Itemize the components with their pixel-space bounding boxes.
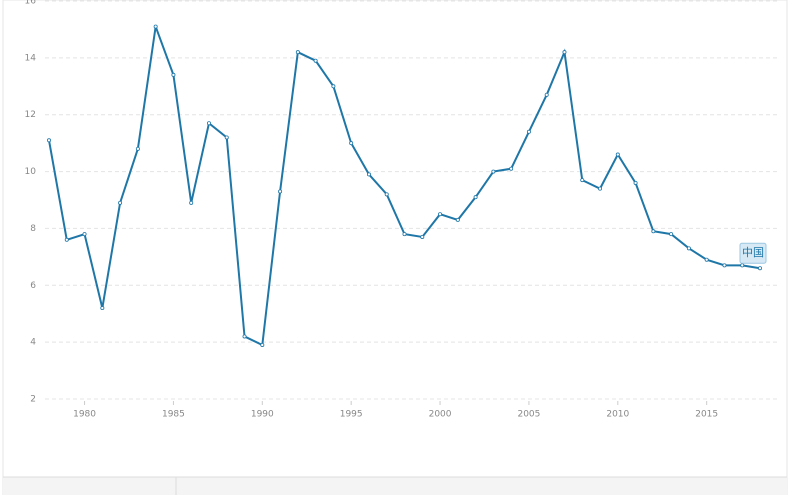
data-point (64, 237, 69, 242)
data-point (651, 229, 656, 234)
data-point (224, 135, 229, 140)
data-point (544, 92, 549, 97)
data-point (420, 234, 425, 239)
data-point (189, 200, 194, 205)
y-tick-label: 12 (25, 110, 36, 120)
data-point (758, 266, 763, 271)
data-point (295, 50, 300, 55)
x-tick-label: 2010 (606, 410, 629, 420)
data-point (491, 169, 496, 174)
x-tick-label: 2005 (517, 410, 540, 420)
data-point (260, 342, 265, 347)
data-point (47, 138, 52, 143)
data-point (633, 180, 638, 185)
data-point (349, 141, 354, 146)
series-label-box (739, 242, 767, 264)
data-point (526, 129, 531, 134)
y-tick-label: 4 (30, 338, 36, 348)
data-point (455, 217, 460, 222)
y-tick-label: 6 (30, 281, 36, 291)
data-point (384, 192, 389, 197)
data-point (669, 232, 674, 237)
data-point (438, 212, 443, 217)
data-point (153, 24, 158, 29)
data-point (100, 306, 105, 311)
data-point (331, 84, 336, 89)
x-tick-label: 1990 (251, 410, 274, 420)
data-point (598, 186, 603, 191)
footer-strip (3, 477, 787, 495)
data-point (704, 257, 709, 262)
data-point (278, 189, 283, 194)
y-tick-label: 16 (25, 0, 37, 7)
data-point (509, 166, 514, 171)
x-tick-label: 2015 (695, 410, 718, 420)
data-point (562, 50, 567, 55)
x-tick-label: 1985 (162, 410, 185, 420)
data-point (740, 263, 745, 268)
y-tick-label: 2 (30, 395, 36, 405)
x-tick-label: 1995 (340, 410, 363, 420)
data-point (402, 232, 407, 237)
x-tick-label: 1980 (73, 410, 96, 420)
y-tick-label: 10 (25, 167, 37, 177)
series-label: 中国 (742, 246, 764, 259)
data-point (722, 263, 727, 268)
data-point (580, 178, 585, 183)
data-point (313, 58, 318, 63)
data-point (686, 246, 691, 251)
data-point (118, 200, 123, 205)
y-tick-label: 8 (30, 224, 36, 234)
data-point (473, 195, 478, 200)
data-point (615, 152, 620, 157)
x-tick-label: 2000 (429, 410, 452, 420)
data-point (82, 232, 87, 237)
y-tick-label: 14 (25, 53, 37, 63)
data-point (242, 334, 247, 339)
data-point (171, 72, 176, 77)
data-point (135, 146, 140, 151)
data-point (206, 121, 211, 126)
data-point (366, 172, 371, 177)
